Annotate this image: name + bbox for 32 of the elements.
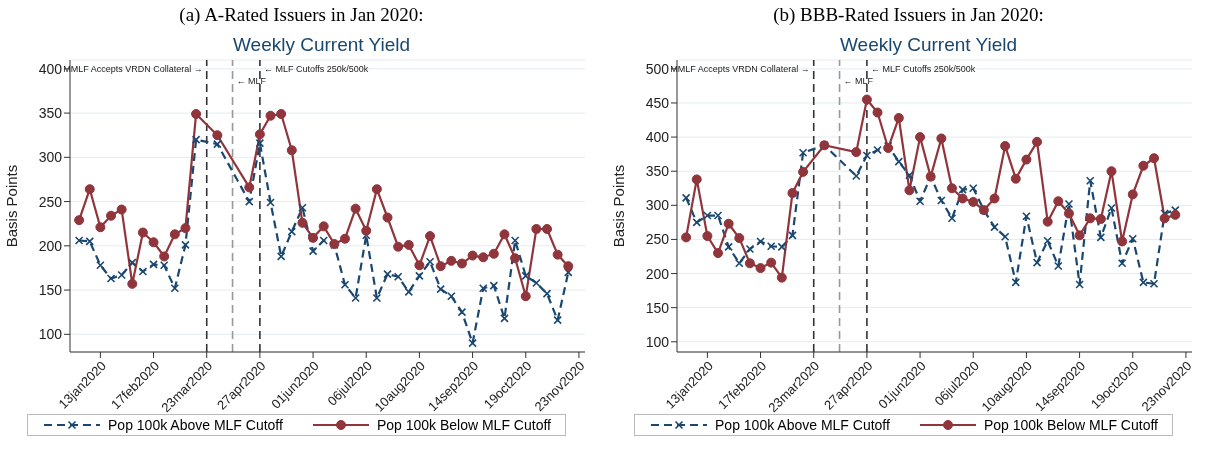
y-tick-label: 100 xyxy=(38,326,63,343)
ref-line-label: MMLF Accepts VRDN Collateral → xyxy=(670,64,810,74)
y-tick-label: 400 xyxy=(645,129,670,146)
y-tick-label: 450 xyxy=(645,94,670,111)
y-tick-label: 250 xyxy=(645,231,670,248)
y-tick-label: 300 xyxy=(645,197,670,214)
y-tick-label: 150 xyxy=(645,299,670,316)
y-tick-label: 350 xyxy=(645,163,670,180)
chart-subtitle: Weekly Current Yield xyxy=(231,34,412,56)
y-tick-label: 350 xyxy=(38,105,63,122)
ref-line-label: MMLF Accepts VRDN Collateral → xyxy=(63,64,203,74)
ref-line-label: ← MLF xyxy=(236,76,267,86)
chart-title: (a) A-Rated Issuers in Jan 2020: xyxy=(178,4,425,27)
y-axis-title: Basis Points xyxy=(3,164,21,248)
y-tick-label: 500 xyxy=(645,60,670,77)
legend-label: Pop 100k Below MLF Cutoff xyxy=(376,417,551,433)
legend-label: Pop 100k Above MLF Cutoff xyxy=(715,417,890,433)
ref-line-label: ← MLF Cutoffs 250k/500k xyxy=(263,64,369,74)
y-axis-title: Basis Points xyxy=(610,164,628,248)
y-tick-label: 200 xyxy=(38,237,63,254)
y-tick-label: 300 xyxy=(38,149,63,166)
y-tick-label: 200 xyxy=(645,265,670,282)
y-tick-label: 400 xyxy=(38,60,63,77)
legend-label: Pop 100k Above MLF Cutoff xyxy=(108,417,283,433)
chart-title: (b) BBB-Rated Issuers in Jan 2020: xyxy=(772,4,1045,27)
chart-subtitle: Weekly Current Yield xyxy=(838,34,1019,56)
ref-line-label: ← MLF xyxy=(843,76,874,86)
ref-line-label: ← MLF Cutoffs 250k/500k xyxy=(870,64,976,74)
y-tick-label: 250 xyxy=(38,193,63,210)
y-tick-label: 100 xyxy=(645,333,670,350)
y-tick-label: 150 xyxy=(38,282,63,299)
legend-label: Pop 100k Below MLF Cutoff xyxy=(983,417,1158,433)
